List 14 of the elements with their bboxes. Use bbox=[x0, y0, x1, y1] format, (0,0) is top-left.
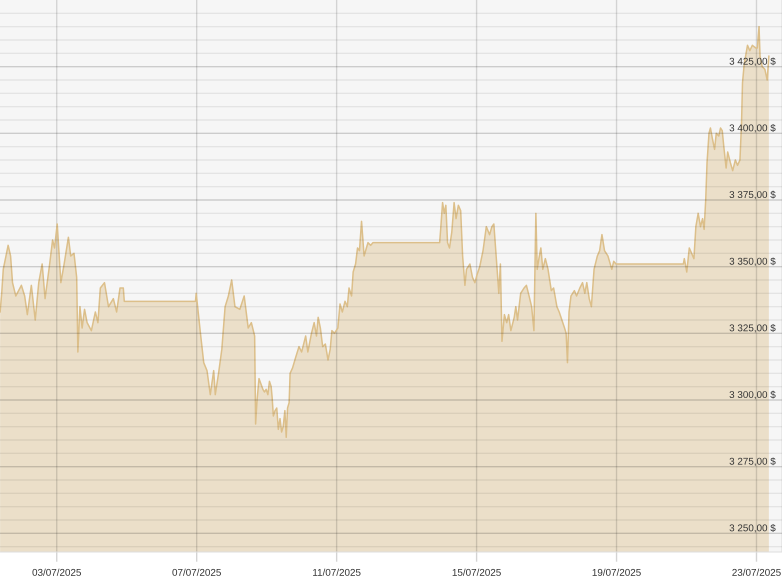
y-tick-label: 3 325,00 $ bbox=[730, 324, 776, 333]
x-tick-label: 19/07/2025 bbox=[592, 568, 641, 576]
x-tick-label: 11/07/2025 bbox=[313, 568, 361, 576]
y-tick-label: 3 300,00 $ bbox=[730, 390, 776, 400]
y-tick-label: 3 250,00 $ bbox=[730, 524, 776, 533]
y-tick-label: 3 400,00 $ bbox=[730, 124, 776, 133]
x-tick-label: 15/07/2025 bbox=[452, 568, 501, 576]
y-tick-label: 3 425,00 $ bbox=[730, 57, 776, 66]
x-tick-label: 03/07/2025 bbox=[32, 568, 81, 576]
y-tick-label: 3 375,00 $ bbox=[730, 190, 776, 200]
x-tick-label: 07/07/2025 bbox=[172, 568, 221, 576]
y-tick-label: 3 275,00 $ bbox=[730, 457, 776, 466]
x-tick-label: 23/07/2025 bbox=[732, 568, 781, 576]
y-tick-label: 3 350,00 $ bbox=[730, 257, 776, 266]
